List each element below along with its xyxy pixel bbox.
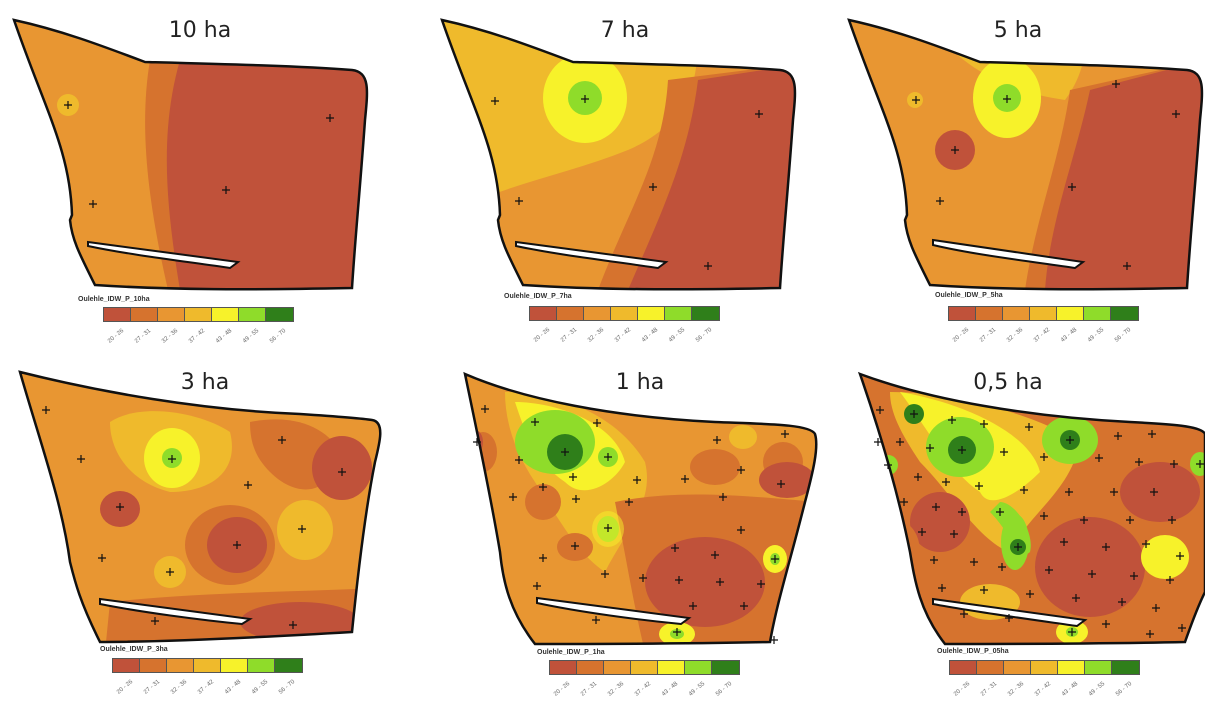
panel-title: 3 ha xyxy=(180,370,230,395)
legend-swatch xyxy=(140,659,167,672)
panel-title: 5 ha xyxy=(993,18,1043,43)
legend-swatch xyxy=(158,308,185,321)
legend-title: Oulehle_IDW_P_10ha xyxy=(78,296,150,303)
idw-map-3ha xyxy=(18,370,382,644)
legend-bar xyxy=(549,660,740,675)
legend-swatch xyxy=(692,307,719,320)
panel-title: 10 ha xyxy=(168,18,232,43)
map-panel-3ha: 3 ha Oulehle_IDW_P_3ha 20 - 26 27 - 31 32 … xyxy=(0,352,400,702)
legend-swatch xyxy=(977,661,1004,674)
legend-swatch xyxy=(1111,307,1138,320)
map-panel-7ha: 7 ha Oulehle_IDW_P_7ha 20 - 26 27 - 31 32 … xyxy=(428,0,828,350)
legend-swatch xyxy=(557,307,584,320)
legend-swatch xyxy=(185,308,212,321)
legend-swatch xyxy=(638,307,665,320)
idw-map-10ha xyxy=(12,18,369,291)
legend-swatch xyxy=(1030,307,1057,320)
legend-title: Oulehle_IDW_P_3ha xyxy=(100,646,168,653)
legend-swatch xyxy=(665,307,692,320)
panel-title: 7 ha xyxy=(600,18,650,43)
legend-swatch xyxy=(1031,661,1058,674)
panel-title: 1 ha xyxy=(615,370,665,395)
legend-swatch xyxy=(611,307,638,320)
legend-swatch xyxy=(239,308,266,321)
legend-title: Oulehle_IDW_P_7ha xyxy=(504,293,572,300)
sample-points xyxy=(64,101,334,208)
legend-swatch xyxy=(1003,307,1030,320)
legend-title: Oulehle_IDW_P_5ha xyxy=(935,292,1003,299)
legend-swatch xyxy=(1058,661,1085,674)
legend-swatch xyxy=(1004,661,1031,674)
idw-map-7ha xyxy=(440,18,797,291)
panel-title: 0,5 ha xyxy=(973,370,1043,395)
idw-map-5ha xyxy=(847,18,1204,291)
legend-swatch xyxy=(604,661,631,674)
legend-swatch xyxy=(248,659,275,672)
pond-shape xyxy=(87,240,241,270)
map-panel-1ha: 1 ha Oulehle_IDW_P_1ha 20 - 26 27 - 31 32 … xyxy=(415,352,818,702)
map-panel-10ha: 10 ha Oulehle_IDW_P_10ha 20 - 26 27 - 31 3… xyxy=(0,0,400,350)
legend-swatch xyxy=(275,659,302,672)
legend-swatch xyxy=(167,659,194,672)
legend-swatch xyxy=(685,661,712,674)
idw-map-05ha xyxy=(857,371,1205,646)
legend-swatch xyxy=(1112,661,1139,674)
legend-bar xyxy=(529,306,720,321)
legend-swatch xyxy=(950,661,977,674)
legend-swatch xyxy=(1057,307,1084,320)
map-panel-5ha: 5 ha Oulehle_IDW_P_5ha 20 - 26 27 - 31 32 … xyxy=(835,0,1205,350)
legend-bar xyxy=(103,307,294,322)
legend-swatch xyxy=(949,307,976,320)
legend-swatch xyxy=(631,661,658,674)
legend-swatch xyxy=(221,659,248,672)
map-panel-05ha: 0,5 ha Oulehle_IDW_P_05ha 20 - 26 27 - 31… xyxy=(830,352,1205,702)
legend-swatch xyxy=(194,659,221,672)
legend-bar xyxy=(949,660,1140,675)
legend-swatch xyxy=(113,659,140,672)
legend-swatch xyxy=(1085,661,1112,674)
legend-swatch xyxy=(577,661,604,674)
legend-swatch xyxy=(712,661,739,674)
field-boundary xyxy=(12,18,369,291)
legend-bar xyxy=(112,658,303,673)
legend-swatch xyxy=(584,307,611,320)
idw-map-1ha xyxy=(463,371,818,646)
legend-bar xyxy=(948,306,1139,321)
legend-title: Oulehle_IDW_P_1ha xyxy=(537,649,605,656)
legend-swatch xyxy=(104,308,131,321)
legend-swatch xyxy=(530,307,557,320)
legend-swatch xyxy=(976,307,1003,320)
legend-title: Oulehle_IDW_P_05ha xyxy=(937,648,1009,655)
legend-swatch xyxy=(1084,307,1111,320)
legend-swatch xyxy=(266,308,293,321)
legend-swatch xyxy=(658,661,685,674)
legend-swatch xyxy=(131,308,158,321)
legend-swatch xyxy=(212,308,239,321)
legend-swatch xyxy=(550,661,577,674)
